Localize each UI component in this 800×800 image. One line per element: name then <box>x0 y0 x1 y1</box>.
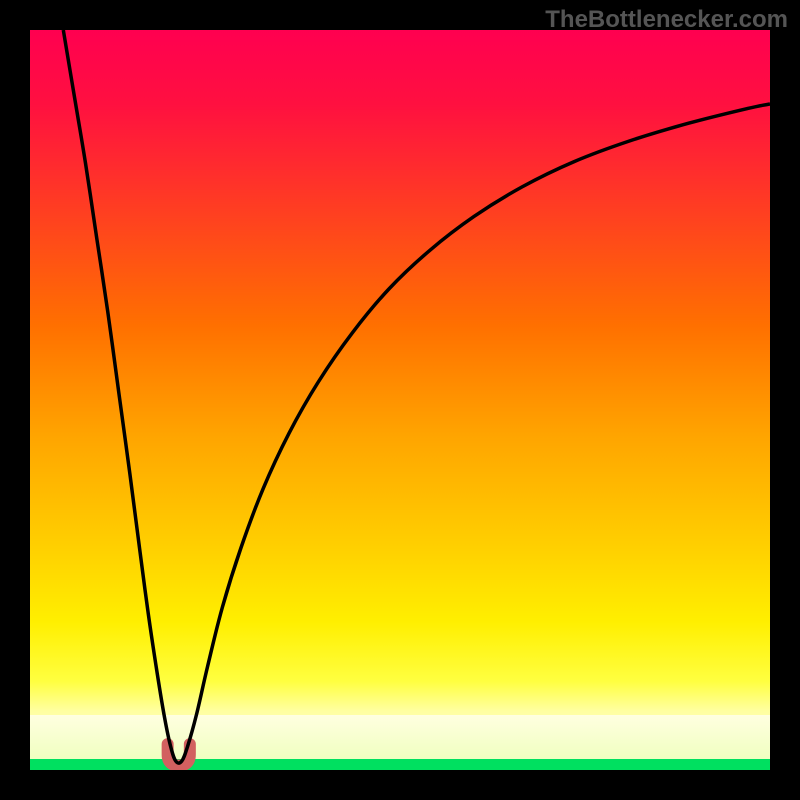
plot-area <box>30 30 770 770</box>
bottleneck-curve <box>63 30 770 763</box>
watermark-label: TheBottlenecker.com <box>545 6 788 34</box>
curve-layer <box>30 30 770 770</box>
